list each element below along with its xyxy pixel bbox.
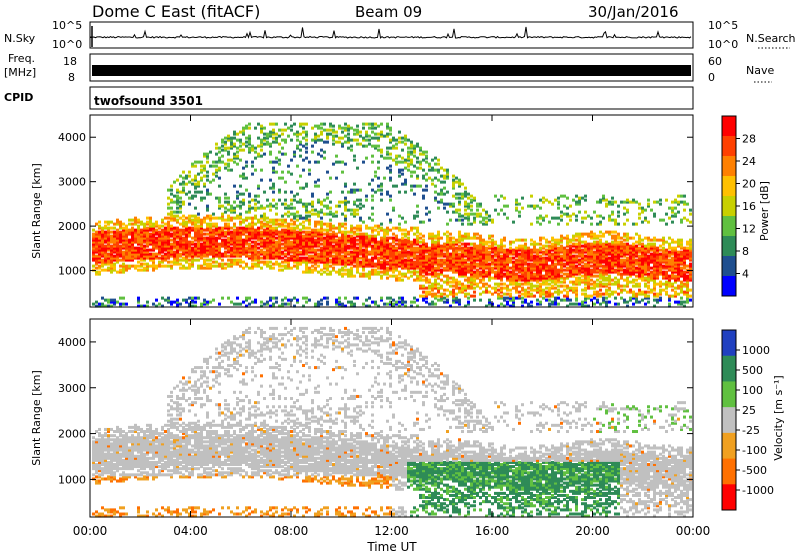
colorbar-swatch (722, 330, 736, 357)
power-panel: 1000 2000 3000 4000 Slant Range [km] 28 24 20… (30, 114, 771, 308)
nsky-tick-top: 10^5 (52, 19, 82, 32)
nave-tick-top: 60 (708, 55, 722, 68)
colorbar-tick-label: 1000 (742, 344, 770, 357)
nsearch-tick-bottom: 10^0 (708, 38, 738, 51)
colorbar-tick-label: -100 (742, 444, 767, 457)
ytick-label: 4000 (58, 131, 86, 144)
ytick-label: 1000 (58, 265, 86, 278)
nsky-panel: N.Sky 10^5 10^0 10^5 10^0 N.Search (4, 19, 796, 51)
x-axis: 00:00 04:00 08:00 12:00 16:00 20:00 00:00 (73, 115, 711, 538)
colorbar-tick-label: -1000 (742, 484, 774, 497)
power-ylabel: Slant Range [km] (30, 163, 43, 259)
colorbar-tick-label: 100 (742, 384, 763, 397)
velocity-yaxis: 1000 2000 3000 4000 (58, 336, 693, 486)
ytick-label: 3000 (58, 176, 86, 189)
beam-label: Beam 09 (355, 3, 422, 21)
colorbar-tick-label: 24 (742, 155, 756, 168)
colorbar-swatch (722, 136, 736, 157)
power-colorbar: 28 24 20 16 12 8 4 (721, 115, 756, 297)
colorbar-swatch (722, 156, 736, 177)
xtick-label: 16:00 (475, 524, 510, 538)
colorbar-swatch (722, 216, 736, 237)
x-axis-label: Time UT (366, 540, 417, 554)
colorbar-swatch (722, 256, 736, 277)
freq-label: Freq. (8, 52, 35, 65)
colorbar-tick-label: 500 (742, 364, 763, 377)
velocity-colorbar-label: Velocity [m s⁻¹] (772, 375, 785, 460)
freq-panel: Freq. [MHz] 18 8 60 0 Nave (4, 52, 774, 84)
colorbar-tick-label: -25 (742, 424, 760, 437)
colorbar-tick-label: 25 (742, 404, 756, 417)
power-colorbar-label: Power [dB] (758, 181, 771, 241)
xtick-label: 04:00 (173, 524, 208, 538)
colorbar-tick-label: 12 (742, 223, 756, 236)
colorbar-swatch (722, 484, 736, 511)
colorbar-swatch (722, 381, 736, 408)
freq-tick-bottom: 8 (68, 71, 75, 84)
xtick-label: 12:00 (374, 524, 409, 538)
nsky-label: N.Sky (4, 32, 36, 45)
date-label: 30/Jan/2016 (588, 3, 679, 21)
colorbar-swatch (722, 432, 736, 460)
ytick-label: 2000 (58, 428, 86, 441)
xtick-label: 00:00 (676, 524, 711, 538)
cpid-frame (89, 86, 694, 110)
colorbar-tick-label: -500 (742, 464, 767, 477)
colorbar-swatch (722, 236, 736, 257)
colorbar-tick-label: 8 (742, 245, 749, 258)
colorbar-swatch (722, 176, 736, 197)
ytick-label: 2000 (58, 220, 86, 233)
xtick-label: 20:00 (575, 524, 610, 538)
cpid-value: twofsound 3501 (94, 94, 203, 108)
colorbar-tick-label: 4 (742, 268, 749, 281)
power-heatmap (92, 122, 692, 308)
ytick-label: 4000 (58, 336, 86, 349)
nsky-frame (89, 21, 694, 49)
colorbar-swatch (722, 407, 736, 434)
velocity-ylabel: Slant Range [km] (30, 370, 43, 466)
colorbar-tick-label: 20 (742, 178, 756, 191)
colorbar-swatch (722, 196, 736, 217)
xtick-label: 00:00 (73, 524, 108, 538)
nsky-tick-bottom: 10^0 (52, 38, 82, 51)
xtick-label: 08:00 (274, 524, 309, 538)
velocity-panel: 1000 2000 3000 4000 Slant Range [km] 1000 50… (30, 318, 785, 518)
freq-unit: [MHz] (4, 66, 36, 79)
cpid-label: CPID (4, 91, 33, 104)
cpid-panel: CPID twofsound 3501 (4, 86, 694, 110)
velocity-colorbar: 1000 500 100 25 -25 -100 -500 -1000 (721, 329, 774, 511)
nave-tick-bottom: 0 (708, 71, 715, 84)
ytick-label: 3000 (58, 382, 86, 395)
colorbar-swatch (722, 276, 736, 297)
nave-label: Nave (746, 64, 774, 77)
ytick-label: 1000 (58, 473, 86, 486)
freq-tick-top: 18 (63, 55, 77, 68)
colorbar-swatch (722, 116, 736, 137)
colorbar-swatch (722, 458, 736, 485)
nsearch-label: N.Search (746, 32, 796, 45)
power-yaxis: 1000 2000 3000 4000 (58, 131, 693, 278)
nsky-trace (90, 26, 692, 47)
freq-frame (89, 53, 694, 82)
colorbar-swatch (722, 355, 736, 382)
colorbar-tick-label: 16 (742, 200, 756, 213)
freq-trace (92, 65, 691, 76)
velocity-heatmap (92, 326, 692, 518)
nsearch-tick-top: 10^5 (708, 19, 738, 32)
station-title: Dome C East (fitACF) (92, 2, 260, 21)
colorbar-tick-label: 28 (742, 133, 756, 146)
